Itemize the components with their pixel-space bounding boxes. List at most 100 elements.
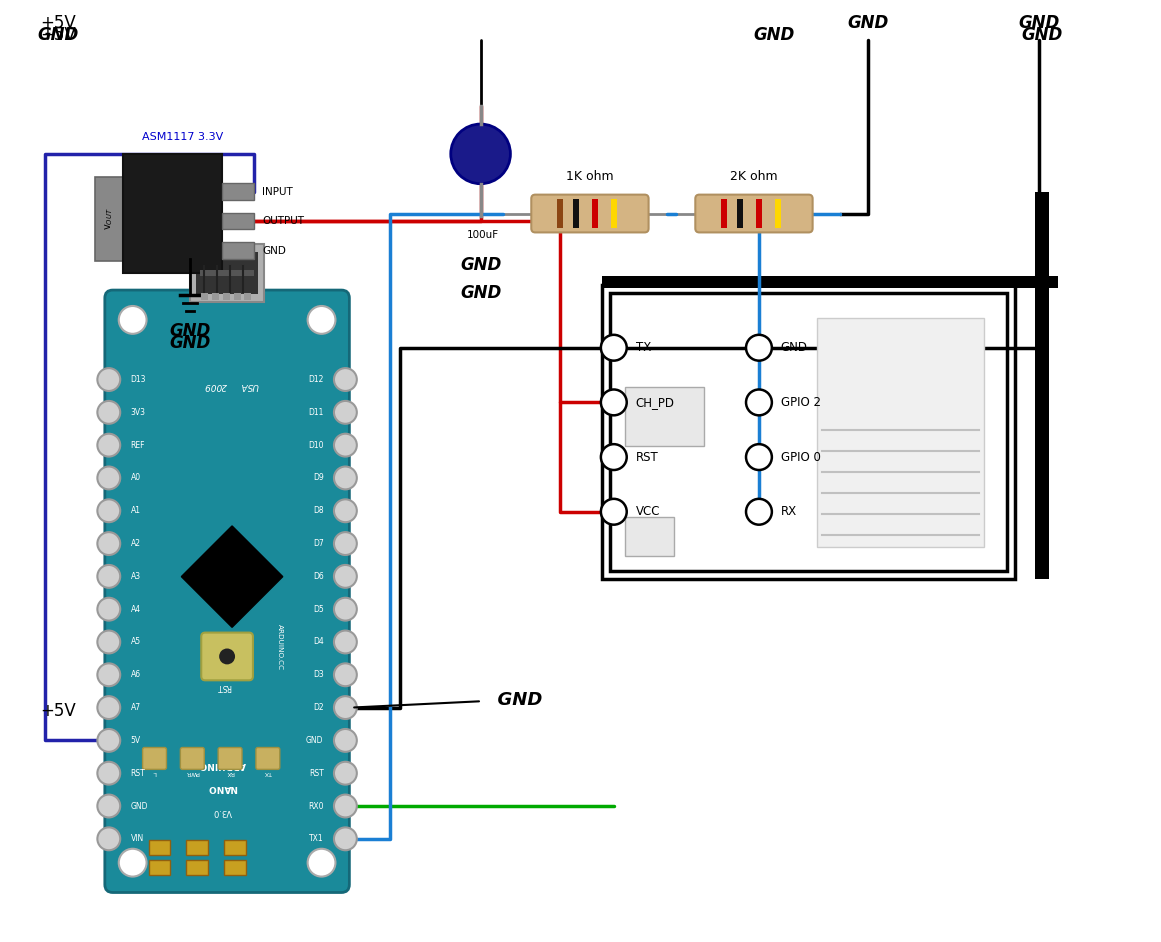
Text: GPIO 0: GPIO 0 [781, 450, 821, 463]
Text: 2K ohm: 2K ohm [730, 171, 778, 184]
Text: RST: RST [309, 769, 324, 778]
Circle shape [98, 795, 121, 818]
Bar [95, 177, 123, 261]
Text: GND: GND [753, 25, 794, 43]
Text: TX: TX [636, 341, 651, 354]
Bar [211, 293, 218, 300]
Text: 3V3: 3V3 [131, 408, 145, 417]
Bar [149, 840, 171, 854]
Text: TX1: TX1 [309, 835, 324, 843]
Bar [574, 199, 579, 229]
Text: GND: GND [1022, 25, 1062, 43]
Bar [721, 199, 727, 229]
Text: TX: TX [264, 770, 272, 775]
Text: RX0: RX0 [308, 802, 324, 810]
Text: D9: D9 [312, 474, 324, 482]
Circle shape [118, 306, 146, 333]
Circle shape [98, 630, 121, 654]
Circle shape [98, 532, 121, 555]
Bar [223, 293, 230, 300]
Text: PWR: PWR [186, 770, 200, 775]
Bar [816, 317, 983, 546]
Text: A0: A0 [131, 474, 140, 482]
Text: +5V: +5V [41, 702, 75, 720]
Circle shape [747, 334, 772, 361]
Circle shape [308, 849, 336, 877]
Text: GND: GND [848, 14, 889, 32]
Circle shape [334, 433, 356, 457]
Bar [592, 199, 598, 229]
Bar [610, 293, 1008, 572]
Text: 1K ohm: 1K ohm [567, 171, 614, 184]
Circle shape [601, 389, 627, 415]
Circle shape [334, 532, 356, 555]
Circle shape [98, 401, 121, 424]
Bar [186, 860, 208, 874]
Circle shape [334, 762, 356, 785]
Circle shape [98, 466, 121, 490]
Text: RX: RX [781, 505, 796, 518]
Bar [186, 840, 208, 854]
Circle shape [334, 663, 356, 686]
Circle shape [98, 762, 121, 785]
Text: GPIO 2: GPIO 2 [781, 396, 821, 409]
Text: USA: USA [239, 381, 258, 390]
Text: RST: RST [131, 769, 145, 778]
Circle shape [118, 849, 146, 877]
Circle shape [334, 827, 356, 851]
Text: GND: GND [781, 341, 808, 354]
Text: A3: A3 [131, 572, 140, 581]
Text: D13: D13 [131, 375, 146, 384]
Circle shape [98, 696, 121, 719]
Text: D12: D12 [308, 375, 324, 384]
Bar [222, 213, 254, 230]
Text: ICSP: ICSP [312, 860, 326, 865]
Circle shape [334, 696, 356, 719]
Text: D4: D4 [312, 638, 324, 646]
Text: ARDUINO.CC: ARDUINO.CC [276, 624, 282, 670]
Text: D2: D2 [313, 703, 324, 712]
Text: D8: D8 [313, 506, 324, 515]
Text: CH_PD: CH_PD [636, 396, 675, 409]
Text: V3.0: V3.0 [212, 806, 232, 816]
Text: GND: GND [460, 256, 502, 274]
Text: GND: GND [1018, 14, 1059, 32]
Circle shape [601, 334, 627, 361]
Circle shape [747, 499, 772, 525]
Circle shape [334, 630, 356, 654]
Text: NANO: NANO [208, 783, 238, 792]
FancyBboxPatch shape [143, 748, 166, 770]
Text: A6: A6 [131, 671, 140, 679]
Text: A2: A2 [131, 539, 140, 548]
FancyBboxPatch shape [201, 633, 253, 680]
Circle shape [98, 827, 121, 851]
Text: D5: D5 [312, 605, 324, 613]
Bar [233, 293, 240, 300]
Text: A5: A5 [131, 638, 140, 646]
Bar [625, 386, 705, 447]
Circle shape [601, 445, 627, 470]
Text: GND: GND [262, 246, 286, 256]
Text: OUTPUT: OUTPUT [262, 217, 304, 226]
Text: +5V: +5V [41, 14, 75, 32]
Text: D6: D6 [312, 572, 324, 581]
Bar [557, 199, 563, 229]
Circle shape [334, 401, 356, 424]
Text: GND: GND [170, 333, 211, 351]
Text: RX: RX [226, 770, 235, 775]
Text: 5V: 5V [131, 736, 140, 745]
Circle shape [98, 729, 121, 752]
Text: D10: D10 [308, 441, 324, 449]
Circle shape [334, 565, 356, 588]
Bar [224, 860, 246, 874]
Text: 100uF: 100uF [467, 231, 498, 240]
Bar [196, 252, 259, 294]
Text: +5V: +5V [41, 25, 75, 43]
Text: D3: D3 [312, 671, 324, 679]
Bar [222, 183, 254, 200]
FancyBboxPatch shape [218, 748, 241, 770]
Bar [737, 199, 743, 229]
Circle shape [334, 598, 356, 621]
Text: GND: GND [354, 690, 542, 708]
Bar [245, 293, 252, 300]
